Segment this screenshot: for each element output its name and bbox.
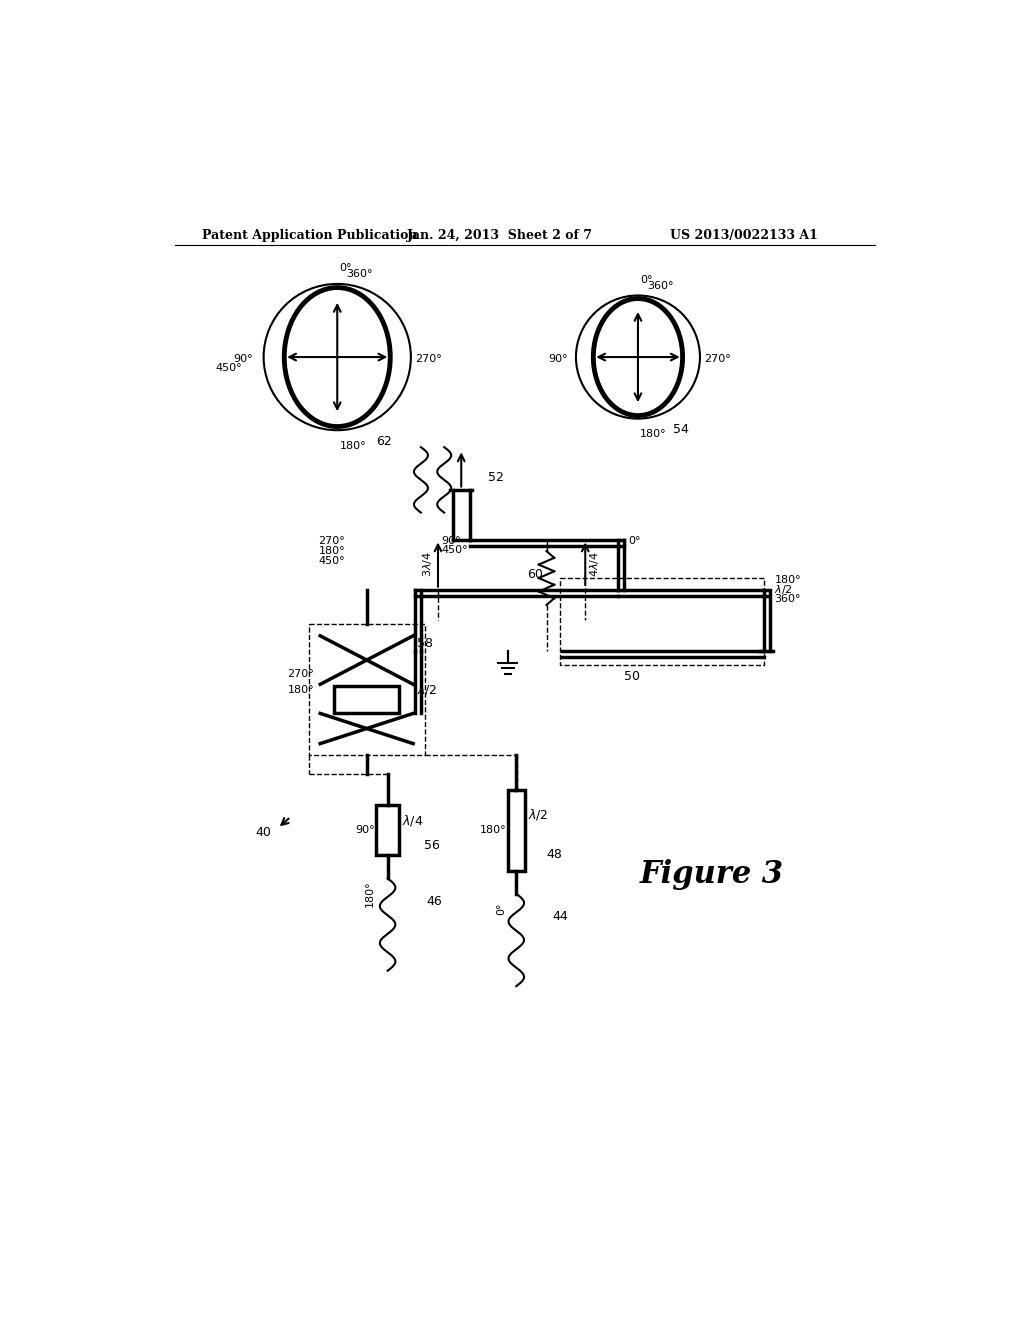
Text: 90°: 90°: [355, 825, 375, 836]
Text: 270°: 270°: [415, 354, 441, 363]
Text: 360°: 360°: [647, 281, 674, 290]
Text: 60: 60: [526, 568, 543, 581]
Bar: [508, 789, 524, 871]
Text: 54: 54: [673, 424, 689, 437]
Text: 48: 48: [547, 847, 562, 861]
Text: 40: 40: [256, 825, 271, 838]
Text: US 2013/0022133 A1: US 2013/0022133 A1: [671, 228, 818, 242]
Text: 50: 50: [624, 671, 640, 684]
Text: $\lambda$/4: $\lambda$/4: [402, 813, 424, 828]
Text: 4$\lambda$/4: 4$\lambda$/4: [589, 552, 601, 577]
Text: 450°: 450°: [441, 545, 468, 556]
Text: 180°: 180°: [340, 441, 367, 451]
Text: 270°: 270°: [288, 668, 314, 678]
Text: $\lambda$/2: $\lambda$/2: [774, 583, 793, 597]
Text: 360°: 360°: [774, 594, 801, 603]
Text: 56: 56: [424, 838, 440, 851]
Text: 90°: 90°: [441, 536, 461, 546]
Text: $\lambda$/2: $\lambda$/2: [528, 807, 548, 821]
Text: 3$\lambda$/4: 3$\lambda$/4: [421, 552, 434, 577]
Text: 90°: 90°: [549, 354, 568, 363]
Bar: [376, 805, 399, 855]
Bar: [334, 686, 399, 713]
Text: 0°: 0°: [497, 903, 506, 915]
Text: 0°: 0°: [340, 263, 352, 273]
Text: 360°: 360°: [346, 269, 373, 280]
Text: 62: 62: [376, 434, 392, 447]
Text: 0°: 0°: [640, 275, 652, 285]
Text: Jan. 24, 2013  Sheet 2 of 7: Jan. 24, 2013 Sheet 2 of 7: [407, 228, 593, 242]
Text: 180°: 180°: [365, 880, 375, 907]
Text: 180°: 180°: [774, 576, 801, 585]
Text: 450°: 450°: [215, 363, 242, 372]
Text: 52: 52: [488, 471, 504, 484]
Text: 0°: 0°: [628, 536, 640, 546]
Text: 46: 46: [426, 895, 442, 908]
Text: Patent Application Publication: Patent Application Publication: [202, 228, 417, 242]
Text: Figure 3: Figure 3: [640, 859, 783, 890]
Text: 58: 58: [417, 638, 433, 649]
Text: 270°: 270°: [318, 536, 345, 546]
Text: $\lambda$/2: $\lambda$/2: [417, 682, 437, 697]
Text: 180°: 180°: [479, 825, 506, 836]
Text: 180°: 180°: [288, 685, 314, 694]
Text: 44: 44: [552, 911, 567, 924]
Text: 270°: 270°: [703, 354, 730, 363]
Text: 180°: 180°: [640, 429, 667, 440]
Text: 450°: 450°: [318, 556, 345, 566]
Text: 90°: 90°: [233, 354, 253, 363]
Text: 180°: 180°: [318, 546, 345, 556]
